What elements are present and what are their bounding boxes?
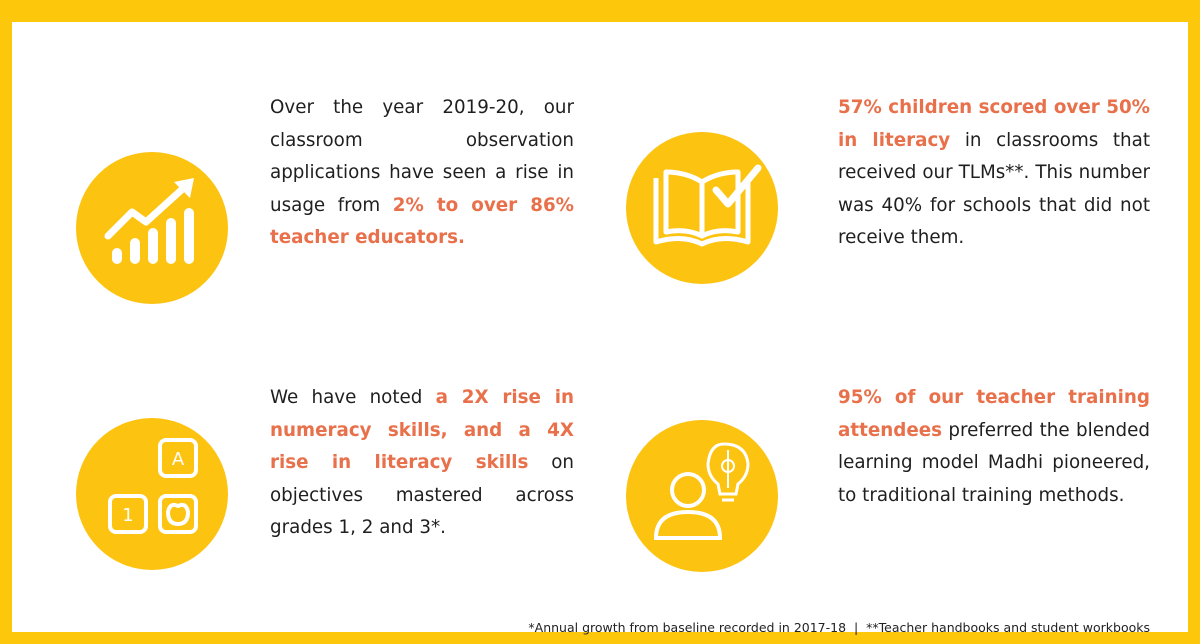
highlight-text: a 2X rise in numeracy skills, and a 4X r… — [270, 387, 574, 473]
growth-icon — [76, 152, 228, 304]
stat-text: We have noted a 2X rise in numeracy skil… — [270, 382, 574, 545]
body-text: in classrooms that received our TLMs**. … — [838, 129, 1151, 249]
block-number: 1 — [122, 505, 133, 526]
book-icon — [626, 132, 778, 284]
stat-text: Over the year 2019-20, our classroom obs… — [270, 92, 574, 255]
body-text: preferred the blended learning model Mad… — [838, 419, 1150, 506]
teacher-icon — [626, 420, 778, 572]
stat-text: 57% children scored over 50% in literacy… — [838, 92, 1150, 255]
footnote: *Annual growth from baseline recorded in… — [528, 620, 1150, 635]
body-text: on objectives mastered across grades 1, … — [270, 452, 574, 538]
stat-text: 95% of our teacher training attendees pr… — [838, 382, 1150, 512]
blocks-icon: A 1 — [76, 418, 228, 570]
highlight-text: 57% children scored over 50% in literacy — [838, 97, 1150, 151]
highlight-text: 2% to over 86% teacher educators. — [270, 194, 574, 249]
body-text: Over the year 2019-20, our classroom obs… — [270, 97, 574, 216]
body-text: We have noted — [270, 387, 436, 408]
highlight-text: 95% of our teacher training attendees — [838, 387, 1150, 441]
block-letter: A — [172, 449, 185, 470]
